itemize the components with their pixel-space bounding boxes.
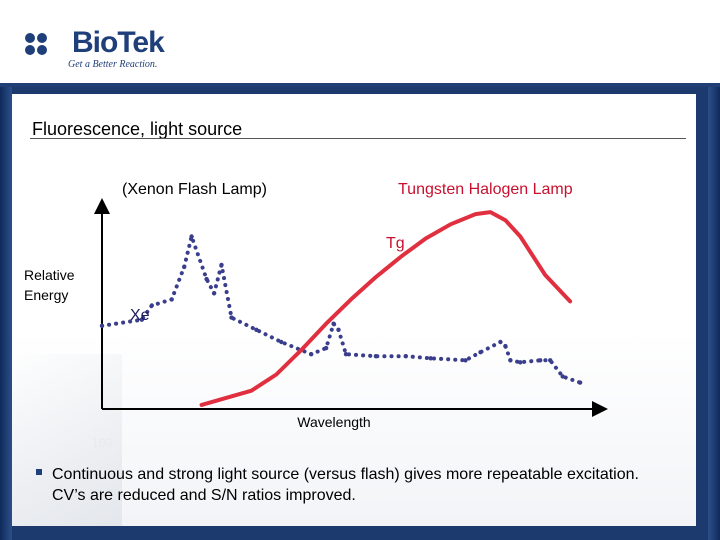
- data-point-xe: [560, 374, 565, 379]
- logo-dots-icon: [25, 33, 47, 55]
- page-number: 100: [92, 436, 113, 450]
- slide-panel: [12, 94, 696, 526]
- data-point-xe: [204, 276, 209, 282]
- bullet-square-icon: [36, 469, 42, 475]
- data-point-xe: [309, 352, 314, 357]
- data-point-xe: [343, 352, 349, 357]
- slide-title: Fluorescence, light source: [32, 119, 243, 139]
- data-point-xe: [518, 360, 523, 365]
- data-point-xe: [99, 323, 105, 328]
- y-axis-label: Relative Energy: [24, 267, 75, 303]
- header-bar: BioTek Get a Better Reaction.: [0, 0, 720, 86]
- left-frame-border: [0, 87, 12, 540]
- series-label-tg: Tg: [386, 235, 405, 252]
- y-axis-label-line: Relative: [24, 267, 75, 283]
- data-point-xe: [279, 339, 284, 345]
- slide-background-texture: [12, 354, 122, 526]
- data-point-xe: [169, 297, 174, 302]
- x-axis-label: Wavelength: [297, 414, 370, 430]
- data-point-xe: [548, 358, 553, 363]
- data-point-xe: [503, 343, 508, 349]
- data-point-xe: [478, 350, 483, 355]
- logo-wordmark: BioTek: [72, 26, 165, 59]
- data-point-xe: [428, 356, 433, 361]
- series-line-tg: [199, 210, 573, 407]
- data-point-xe: [254, 327, 259, 332]
- logo-tagline: Get a Better Reaction.: [68, 59, 158, 70]
- tungsten-heading: Tungsten Halogen Lamp: [398, 181, 573, 198]
- xenon-heading: (Xenon Flash Lamp): [122, 181, 267, 198]
- data-point-xe: [463, 358, 468, 363]
- data-point-xe: [373, 354, 379, 359]
- data-point-xe: [403, 354, 408, 359]
- data-point-xe: [508, 358, 513, 363]
- data-point-xe: [538, 358, 543, 363]
- y-axis-label-line: Energy: [24, 287, 68, 303]
- data-point-xe: [323, 345, 329, 351]
- data-point-xe: [336, 327, 341, 332]
- data-point-xe: [577, 380, 583, 385]
- series-label-xe: Xe: [130, 307, 150, 324]
- data-point-xe: [182, 264, 187, 270]
- title-underline: [30, 138, 686, 139]
- data-point-xe: [139, 317, 144, 322]
- bullet-text: Continuous and strong light source (vers…: [52, 466, 639, 504]
- data-point-xe: [211, 291, 217, 296]
- data-point-xe: [219, 262, 224, 268]
- header-divider: [0, 83, 720, 87]
- data-point-xe: [331, 321, 336, 326]
- data-point-xe: [189, 234, 194, 239]
- right-frame-border: [708, 87, 720, 540]
- data-point-xe: [498, 339, 503, 345]
- biotek-logo: BioTek Get a Better Reaction.: [22, 24, 202, 74]
- data-point-xe: [149, 303, 154, 308]
- data-point-xe: [229, 315, 234, 320]
